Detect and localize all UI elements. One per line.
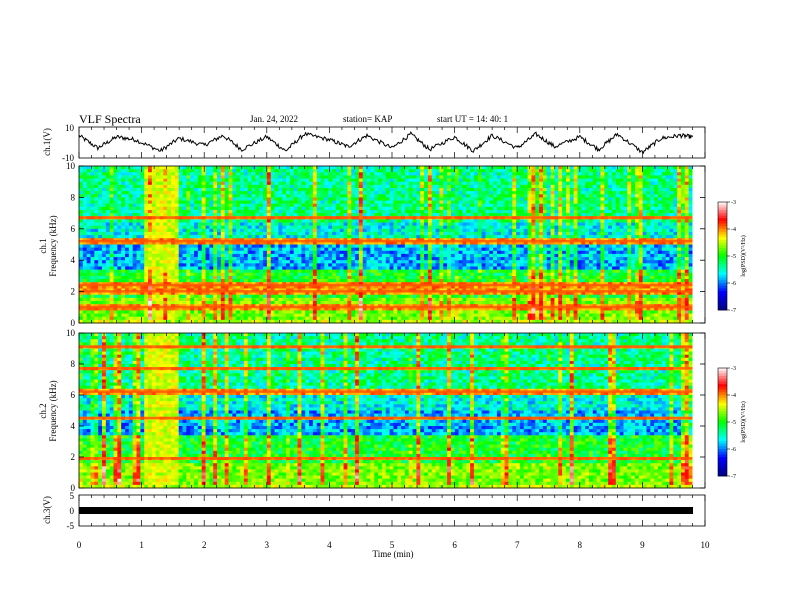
ch3-ylabel: ch.3(V): [42, 496, 52, 524]
ch1-waveform-line: [78, 131, 693, 155]
ch1-spec-ytick-label: 8: [71, 192, 76, 202]
start-time-label: start UT = 14: 40: 1: [437, 114, 508, 124]
ch2-spec-ytick-label: 0: [71, 483, 76, 493]
ch2-spec-time-ticks: [78, 333, 706, 488]
colorbar-tick-label: -5: [731, 420, 736, 426]
ch1-ytick-bottom: -10: [62, 153, 74, 163]
time-tick-label: 3: [265, 540, 270, 550]
station-label: station= KAP: [343, 114, 392, 124]
figure-title: VLF Spectra: [79, 112, 141, 126]
ch1-spec-ytick-label: 2: [71, 287, 76, 297]
ch3-waveform-panel: 5 0 -5 ch.3(V) 0 1 2 3 4 5 6 7 8 9 10 Time (min): [42, 491, 710, 559]
ch1-spec-ylabel: Frequency (kHz): [48, 215, 58, 276]
ch1-spec-ytick-label: 0: [71, 318, 76, 328]
ch1-spec-ytick-label: 6: [71, 224, 76, 234]
ch1-spec-time-ticks: [78, 166, 706, 323]
ch2-spec-ytick-label: 10: [66, 328, 76, 338]
ch2-freq-ticks: 0 2 4 6 8 10: [66, 328, 705, 493]
colorbar-tick-label: -7: [731, 308, 736, 314]
ch1-spec-ylabel-channel: ch.1: [38, 238, 48, 253]
colorbar-tick-label: -7: [731, 474, 736, 480]
ch1-time-ticks: [78, 127, 706, 158]
colorbar-tick-label: -6: [731, 447, 736, 453]
ch1-freq-ticks: 0 2 4 6 8 10: [66, 161, 705, 328]
colorbar-tick-label: -3: [731, 366, 736, 372]
colorbar-label: log(PSD)(V²/Hz): [740, 401, 747, 442]
ch3-waveform-band: [79, 507, 693, 514]
ch1-spectrogram-panel: 0 2 4 6 8 10 ch.1 Frequency (kHz) -3 -4 -5 -6 -7 l…: [38, 161, 747, 328]
ch2-spectrogram-panel: 0 2 4 6 8 10 ch.2 Frequency (kHz) -3 -4 -5 -6 -7 l…: [38, 328, 747, 493]
ch3-ytick-top: 5: [70, 491, 75, 501]
time-tick-label: 2: [202, 540, 207, 550]
colorbar-tick-label: -5: [731, 254, 736, 260]
time-tick-label: 4: [327, 540, 332, 550]
colorbar-label: log(PSD)(V²/Hz): [740, 235, 747, 276]
ch1-colorbar: -3 -4 -5 -6 -7 log(PSD)(V²/Hz): [717, 200, 747, 314]
x-axis-label: Time (min): [373, 549, 414, 559]
ch1-ylabel: ch.1(V): [42, 128, 52, 156]
ch1-waveform-panel: 10 -10 ch.1(V): [42, 123, 706, 163]
ch2-colorbar: -3 -4 -5 -6 -7 log(PSD)(V²/Hz): [717, 366, 747, 480]
time-tick-label: 7: [515, 540, 520, 550]
time-tick-labels: 0 1 2 3 4 5 6 7 8 9 10: [77, 540, 710, 550]
time-tick-label: 5: [390, 540, 395, 550]
time-tick-label: 1: [139, 540, 144, 550]
ch3-time-ticks: [78, 495, 706, 526]
time-tick-label: 9: [640, 540, 645, 550]
time-tick-label: 6: [452, 540, 457, 550]
ch2-spectrogram-image: [79, 333, 705, 489]
time-tick-label: 0: [77, 540, 82, 550]
ch2-spec-ytick-label: 2: [71, 452, 76, 462]
ch2-spec-ylabel: Frequency (kHz): [48, 380, 58, 441]
time-tick-label: 8: [578, 540, 583, 550]
ch1-ytick-top: 10: [65, 123, 75, 133]
ch3-ytick-mid: 0: [70, 506, 75, 516]
colorbar-tick-label: -4: [731, 227, 736, 233]
ch2-spec-ylabel-channel: ch.2: [38, 403, 48, 418]
ch2-spec-ytick-label: 6: [71, 390, 76, 400]
colorbar-tick-label: -3: [731, 200, 736, 206]
time-tick-label: 10: [701, 540, 711, 550]
date-label: Jan. 24, 2022: [250, 114, 298, 124]
colorbar-tick-label: -4: [731, 393, 736, 399]
ch1-spec-ytick-label: 4: [71, 255, 76, 265]
ch1-spectrogram-image: [79, 166, 705, 324]
colorbar-tick-label: -6: [731, 281, 736, 287]
ch1-spec-ytick-label: 10: [66, 161, 76, 171]
ch2-spec-ytick-label: 4: [71, 421, 76, 431]
ch2-spec-ytick-label: 8: [71, 359, 76, 369]
ch3-ytick-bottom: -5: [67, 521, 75, 531]
